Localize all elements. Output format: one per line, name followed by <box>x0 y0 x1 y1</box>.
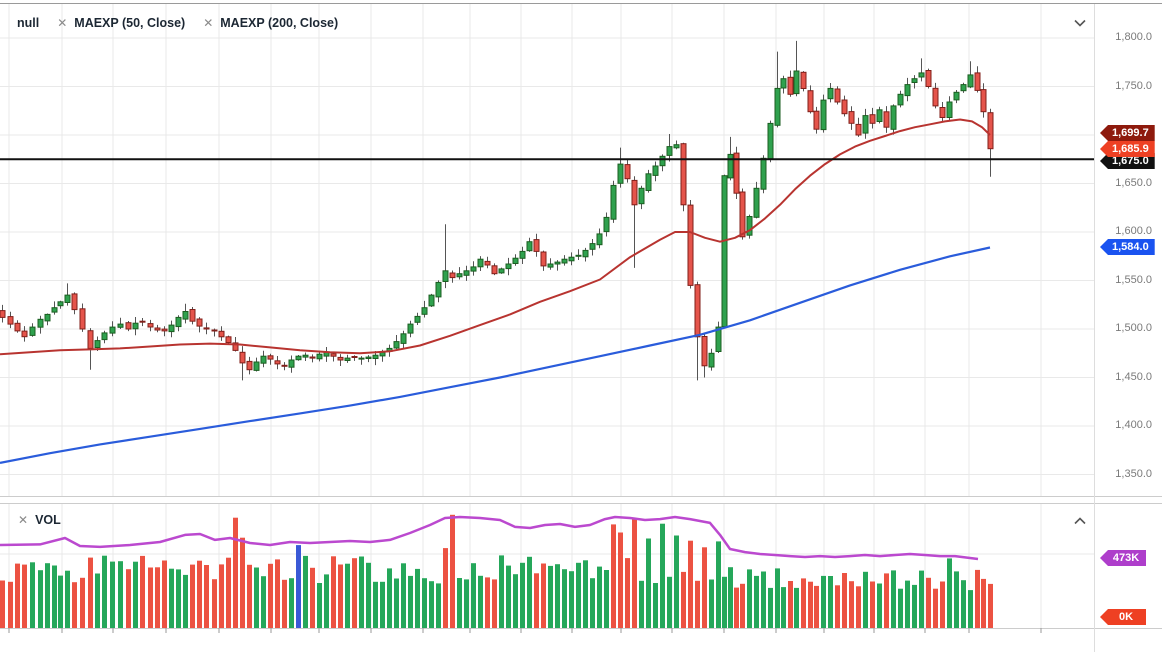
legend-bar: null ✕ MAEXP (50, Close) ✕ MAEXP (200, C… <box>17 16 338 30</box>
price-tick-label: 1,400.0 <box>1115 419 1152 431</box>
collapse-main-pane-button[interactable] <box>1066 14 1094 32</box>
hline-price-tag: 1,675.0 <box>1100 153 1155 169</box>
ma50-value-tag: 1,699.7 <box>1100 125 1155 141</box>
close-icon[interactable]: ✕ <box>57 16 68 30</box>
legend-item-ma50: ✕ MAEXP (50, Close) <box>57 16 185 30</box>
chart-symbol-title: null <box>17 16 40 30</box>
vol-pane-label: VOL <box>35 513 61 527</box>
close-icon[interactable]: ✕ <box>203 16 214 30</box>
chevron-down-icon <box>1074 14 1086 32</box>
price-tick-label: 1,350.0 <box>1115 467 1152 480</box>
legend-item-ma50-label: MAEXP (50, Close) <box>74 16 186 30</box>
chevron-up-icon <box>1074 512 1086 530</box>
expand-vol-pane-button[interactable] <box>1066 512 1094 530</box>
price-tick-label: 1,450.0 <box>1115 370 1152 383</box>
vol-ma-value-tag: 473K <box>1100 550 1146 566</box>
legend-item-ma200-label: MAEXP (200, Close) <box>220 16 339 30</box>
price-tick-label: 1,650.0 <box>1115 176 1152 189</box>
ma200-value-tag: 1,584.0 <box>1100 239 1155 255</box>
price-tick-label: 1,750.0 <box>1115 79 1152 92</box>
vol-pane-legend: ✕ VOL <box>18 513 61 527</box>
time-axis[interactable]: Sep 9Sep 23Oct 7Oct 21Nov 4Nov 18Dec 2De… <box>0 628 1162 652</box>
price-axis[interactable]: 1,800.01,750.01,700.01,650.01,600.01,550… <box>1094 0 1162 628</box>
last-price-tag: 1,685.9 <box>1100 141 1155 157</box>
legend-item-ma200: ✕ MAEXP (200, Close) <box>203 16 338 30</box>
close-icon[interactable]: ✕ <box>18 513 29 527</box>
price-tick-label: 1,500.0 <box>1115 322 1152 334</box>
price-tick-label: 1,800.0 <box>1115 31 1152 43</box>
price-tick-label: 1,600.0 <box>1115 225 1152 237</box>
price-tick-label: 1,550.0 <box>1115 273 1152 286</box>
last-volume-tag: 0K <box>1100 609 1146 625</box>
